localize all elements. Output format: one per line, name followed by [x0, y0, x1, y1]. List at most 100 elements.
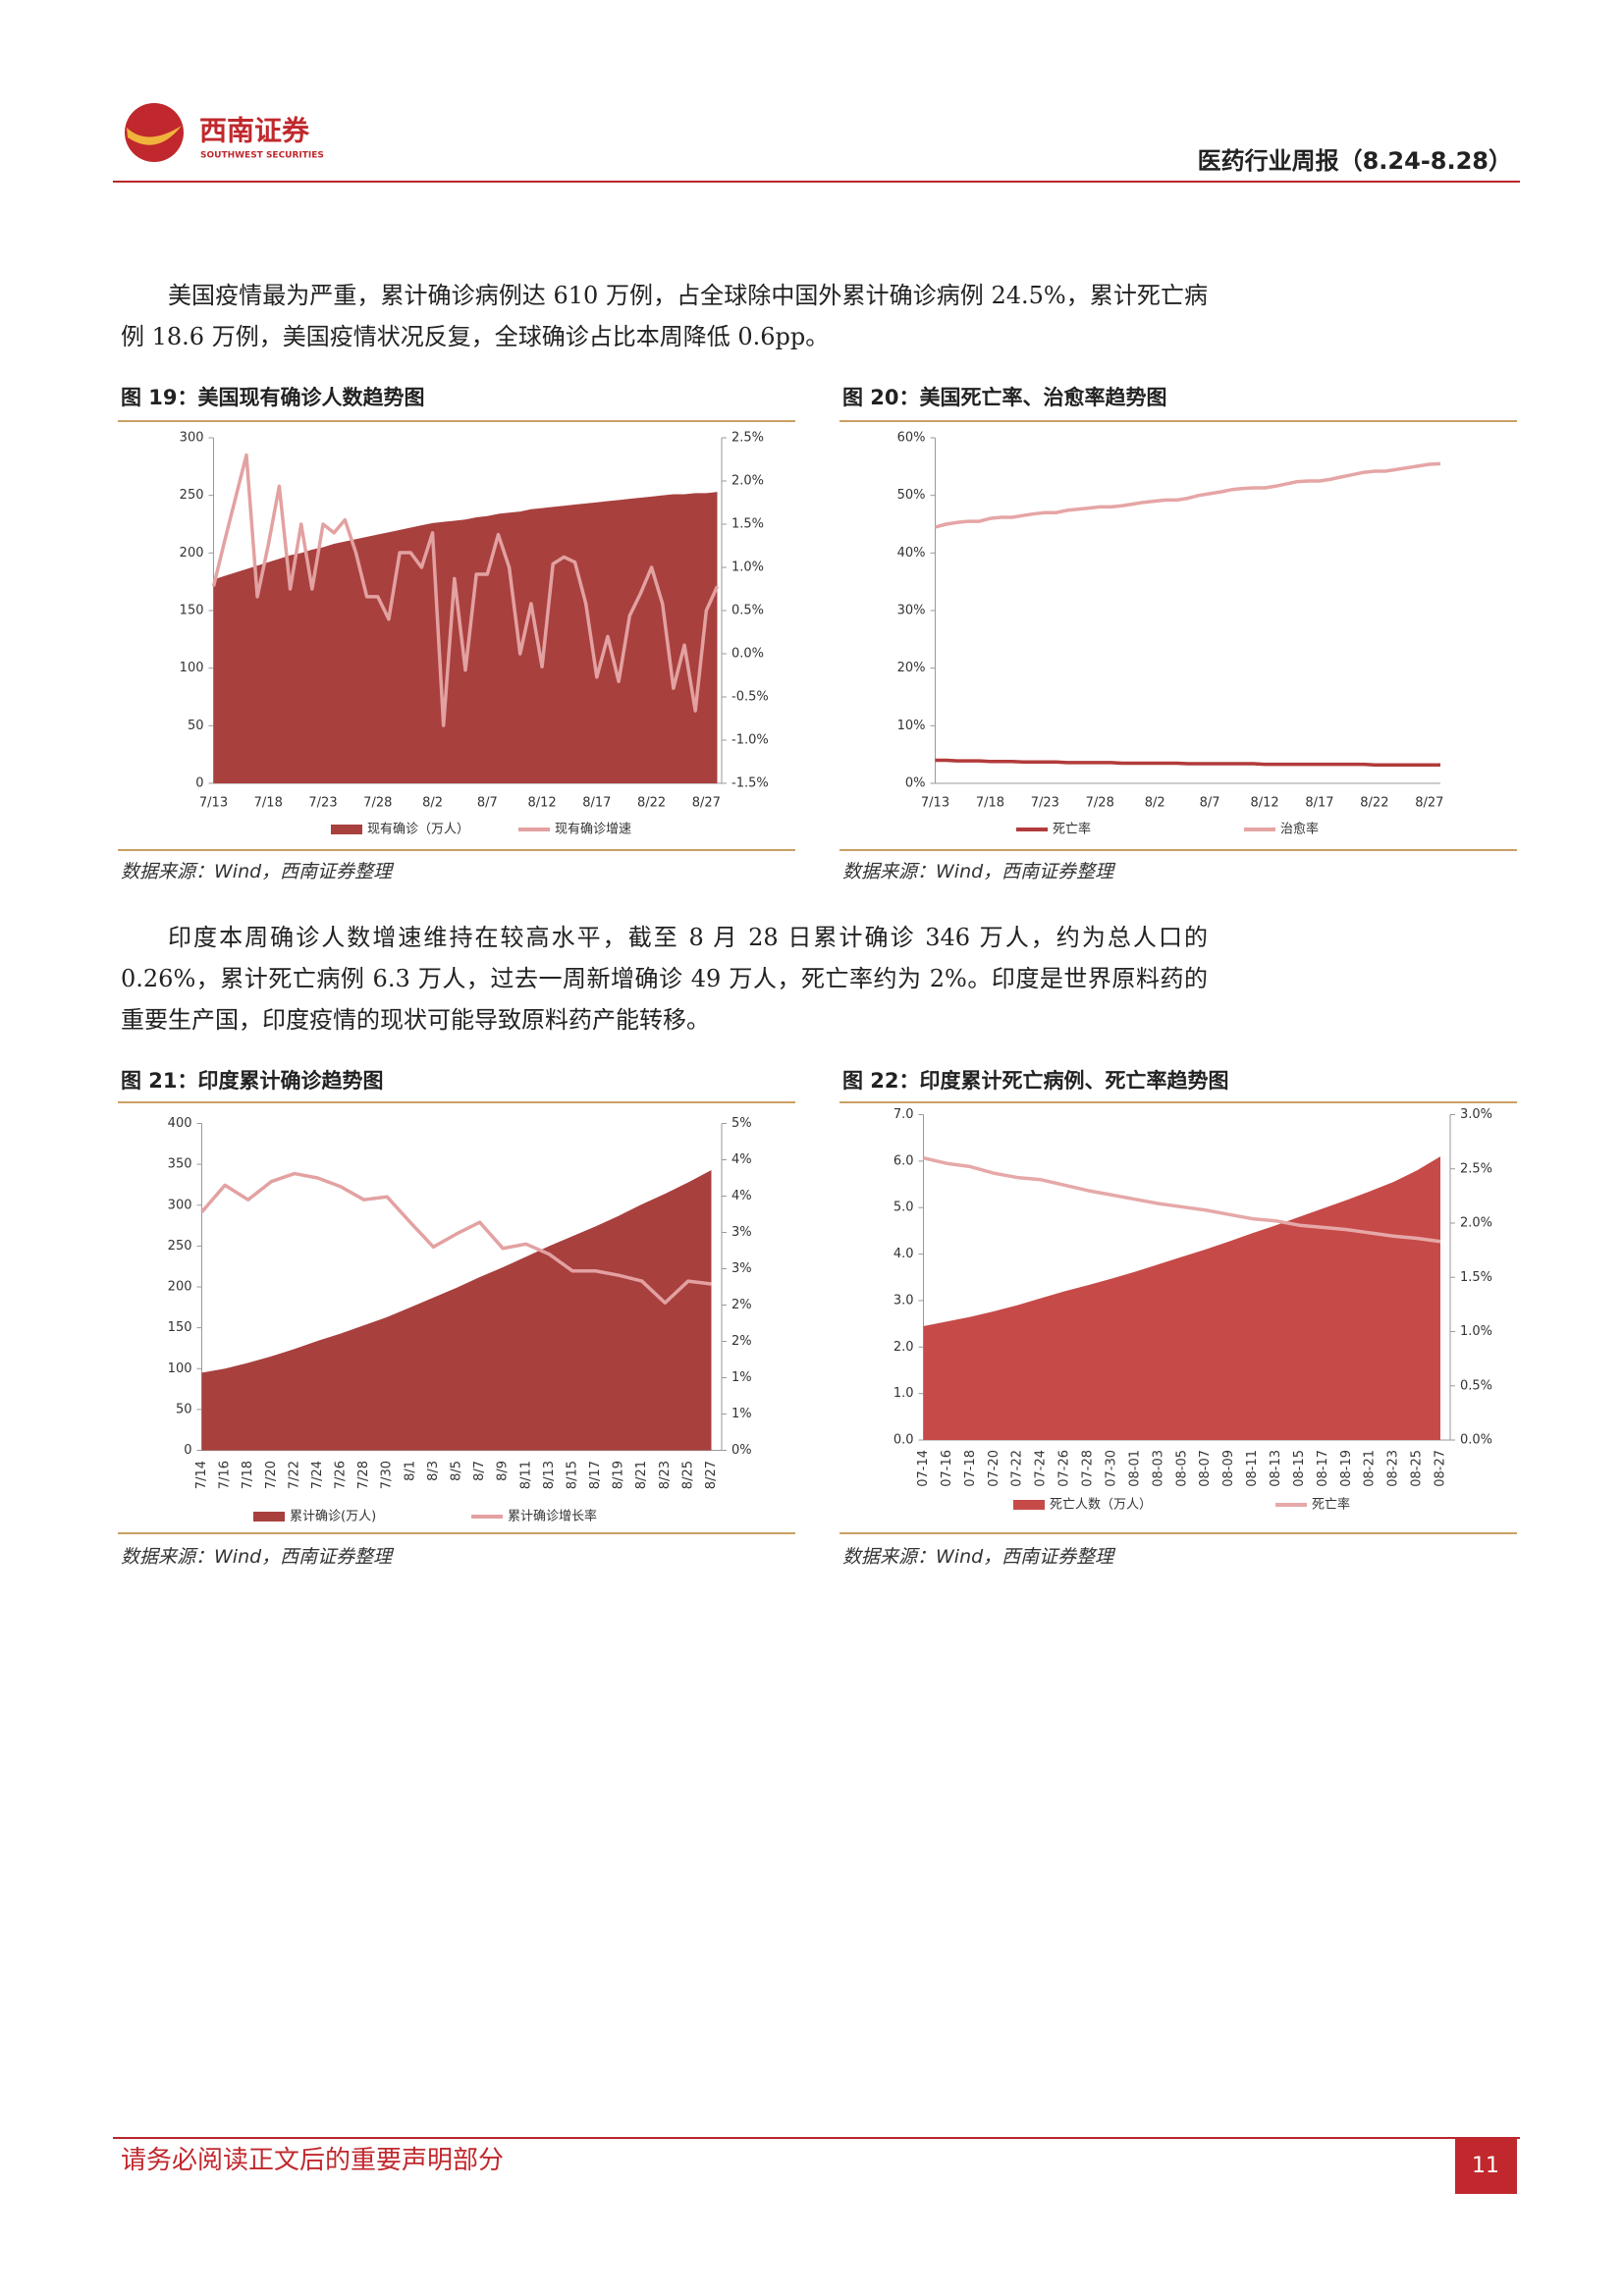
- x-tick-label: 07-20: [987, 1450, 1001, 1487]
- y-tick-label: 0%: [905, 776, 926, 791]
- chart: 0% 10% 20% 30% 40% 50% 60% 7/13 7/18 7/23 7/28 8/2 8…: [839, 420, 1517, 851]
- figure-title: 图 21：印度累计确诊趋势图: [121, 1069, 384, 1093]
- x-tick-label: 08-27: [1434, 1450, 1448, 1487]
- y2-tick-label: 2.0%: [731, 474, 764, 489]
- x-tick-label: 8/17: [1305, 796, 1333, 811]
- y2-tick-label: 2%: [731, 1298, 752, 1312]
- x-tick-label: 7/18: [254, 796, 283, 811]
- y-tick-label: 50: [176, 1402, 192, 1416]
- y-tick-label: 40%: [897, 546, 926, 561]
- chart: 0.0 1.0 2.0 3.0 4.0 5.0 6.0 7.0 0.0% 0.5% 1.0% 1.5%…: [839, 1101, 1517, 1534]
- x-tick-label: 7/23: [1031, 796, 1059, 811]
- y2-tick-label: 0.0%: [1460, 1433, 1492, 1448]
- y-tick-label: 3.0: [893, 1293, 914, 1308]
- y-tick-label: 50%: [897, 488, 926, 503]
- figure-title: 图 19：美国现有确诊人数趋势图: [121, 386, 425, 409]
- x-tick-label: 08-07: [1198, 1450, 1213, 1487]
- x-tick-label: 08-01: [1127, 1450, 1142, 1487]
- x-tick-label: 8/22: [637, 796, 666, 811]
- x-tick-label: 08-03: [1151, 1450, 1165, 1487]
- y2-tick-label: 4%: [731, 1189, 752, 1203]
- x-tick-label: 07-16: [940, 1450, 954, 1487]
- x-tick-label: 8/13: [542, 1461, 557, 1489]
- x-tick-label: 07-26: [1057, 1450, 1072, 1487]
- header: 西南证券 SOUTHWEST SECURITIES 医药行业周报（8.24-8.…: [113, 103, 1520, 183]
- logo-swoosh: [127, 126, 182, 145]
- x-tick-label: 08-19: [1339, 1450, 1354, 1487]
- x-tick-label: 7/20: [264, 1461, 279, 1489]
- x-tick-label: 8/7: [477, 796, 498, 811]
- page-number-box: [1455, 2138, 1517, 2194]
- x-tick-label: 8/5: [450, 1461, 464, 1481]
- y2-tick-label: 1.0%: [1460, 1324, 1492, 1339]
- x-tick-label: 8/27: [1415, 796, 1443, 811]
- disclaimer: 请务必阅读正文后的重要声明部分: [121, 2146, 504, 2175]
- x-tick-label: 8/17: [588, 1461, 603, 1489]
- x-tick-label: 7/22: [287, 1461, 301, 1489]
- x-tick-label: 07-24: [1034, 1450, 1049, 1487]
- y-tick-label: 30%: [897, 604, 926, 618]
- y-tick-label: 2.0: [893, 1340, 914, 1355]
- y-tick-label: 0: [184, 1443, 191, 1458]
- line: [935, 758, 1440, 767]
- legend-label: 死亡率: [1312, 1497, 1350, 1513]
- y-tick-label: 300: [180, 431, 204, 446]
- legend-label: 死亡人数（万人）: [1050, 1498, 1152, 1513]
- x-tick-label: 7/26: [334, 1461, 349, 1489]
- x-tick-label: 7/18: [976, 796, 1004, 811]
- y-tick-label: 0: [195, 776, 203, 791]
- area: [213, 492, 718, 783]
- x-tick-label: 08-21: [1363, 1450, 1378, 1487]
- y-tick-label: 400: [168, 1116, 192, 1131]
- y-tick-label: 10%: [897, 719, 926, 733]
- y-tick-label: 20%: [897, 661, 926, 675]
- x-tick-label: 8/7: [1200, 796, 1220, 811]
- x-tick-label: 7/30: [380, 1461, 395, 1489]
- logo-subtitle: SOUTHWEST SECURITIES: [200, 151, 324, 161]
- area: [923, 1156, 1440, 1440]
- x-tick-label: 8/12: [527, 796, 556, 811]
- line: [211, 453, 720, 727]
- x-tick-label: 8/17: [582, 796, 611, 811]
- area: [201, 1169, 712, 1451]
- figure-title: 图 22：印度累计死亡病例、死亡率趋势图: [842, 1069, 1229, 1093]
- y2-tick-label: -1.5%: [731, 776, 769, 791]
- legend-label: 累计确诊(万人): [290, 1510, 376, 1524]
- logo-circle: [125, 103, 184, 162]
- paragraph: 印度本周确诊人数增速维持在较高水平，截至 8 月 28 日累计确诊 346 万人…: [121, 924, 1208, 1034]
- y2-tick-label: 2%: [731, 1334, 752, 1349]
- y-tick-label: 150: [168, 1320, 192, 1335]
- figure-title: 图 20：美国死亡率、治愈率趋势图: [842, 386, 1167, 409]
- x-tick-label: 8/19: [612, 1461, 626, 1489]
- y-tick-label: 50: [188, 719, 204, 733]
- x-tick-label: 08-11: [1245, 1450, 1260, 1487]
- x-tick-label: 8/12: [1250, 796, 1278, 811]
- y2-tick-label: 0.5%: [731, 604, 764, 618]
- y-tick-label: 0.0: [893, 1433, 914, 1448]
- x-tick-label: 7/13: [199, 796, 228, 811]
- x-tick-label: 07-30: [1104, 1450, 1118, 1487]
- y-tick-label: 300: [168, 1198, 192, 1212]
- x-tick-label: 8/23: [658, 1461, 673, 1489]
- y2-tick-label: 0%: [731, 1443, 752, 1458]
- x-tick-label: 8/9: [496, 1461, 511, 1481]
- report-title: 医药行业周报（8.24-8.28）: [1198, 147, 1512, 175]
- legend-label: 现有确诊增速: [555, 823, 631, 837]
- x-tick-label: 8/22: [1360, 796, 1388, 811]
- line: [923, 1155, 1441, 1244]
- y-tick-label: 1.0: [893, 1386, 914, 1401]
- x-tick-label: 07-14: [916, 1450, 931, 1487]
- legend-swatch: [331, 825, 362, 834]
- legend-label: 累计确诊增长率: [508, 1509, 597, 1524]
- x-tick-label: 8/7: [472, 1461, 487, 1481]
- y2-tick-label: 0.5%: [1460, 1378, 1492, 1393]
- x-tick-label: 7/14: [194, 1461, 209, 1489]
- y2-tick-label: 1%: [731, 1407, 752, 1421]
- y2-tick-label: 3.0%: [1460, 1107, 1492, 1122]
- logo-name: 西南证券: [199, 115, 310, 147]
- x-tick-label: 08-23: [1386, 1450, 1401, 1487]
- x-tick-label: 8/15: [565, 1461, 579, 1489]
- x-tick-label: 07-28: [1081, 1450, 1096, 1487]
- y2-tick-label: 1.5%: [1460, 1270, 1492, 1285]
